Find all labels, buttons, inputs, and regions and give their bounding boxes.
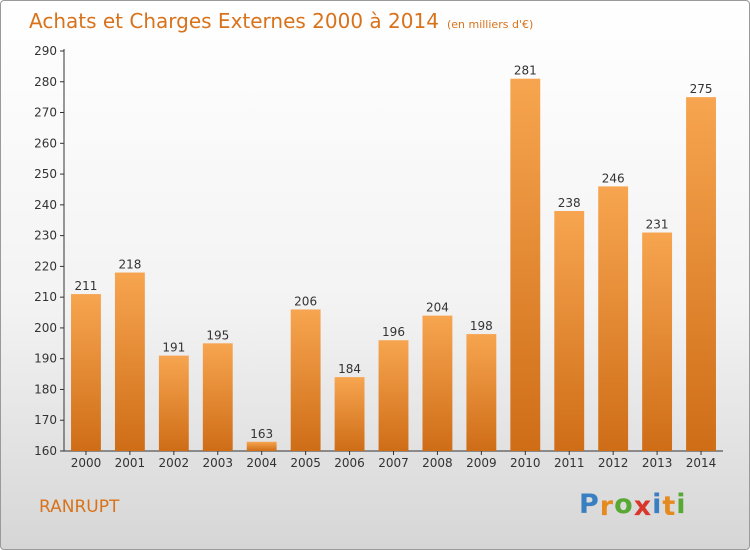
chart-title-text: Achats et Charges Externes 2000 à 2014 [29, 9, 439, 33]
logo-letter: i [676, 489, 687, 520]
data-label-2001: 218 [118, 258, 141, 272]
data-label-2008: 204 [426, 301, 449, 315]
chart-subtitle: (en milliers d'€) [446, 18, 534, 31]
bar-2010 [510, 78, 541, 451]
data-label-2006: 184 [338, 362, 361, 376]
bar-2008 [422, 315, 453, 451]
bar-2001 [114, 272, 145, 451]
y-tick-label: 210 [34, 290, 57, 304]
data-label-2000: 211 [75, 279, 98, 293]
data-label-2007: 196 [382, 325, 405, 339]
data-label-2004: 163 [250, 427, 273, 441]
y-tick-label: 230 [34, 229, 57, 243]
chart-labels: 211 2000 218 2001 191 2002 195 2003 163 2004 206 20… [71, 64, 717, 470]
bar-2004 [246, 441, 277, 451]
logo-letter: P [579, 489, 600, 520]
bar-2005 [290, 309, 321, 451]
bar-2003 [202, 343, 233, 451]
logo-letter: r [599, 491, 615, 522]
y-tick-label: 260 [34, 136, 57, 150]
data-label-2011: 238 [558, 196, 581, 210]
bar-2009 [466, 334, 497, 451]
bar-2013 [642, 232, 673, 451]
y-tick-label: 220 [34, 259, 57, 273]
x-tick-label-2006: 2006 [334, 456, 365, 470]
bar-2011 [554, 211, 585, 451]
logo-letter: i [652, 489, 663, 520]
data-label-2013: 231 [646, 218, 669, 232]
y-tick-label: 280 [34, 75, 57, 89]
y-tick-label: 180 [34, 382, 57, 396]
proxiti-logo[interactable]: Proxiti [579, 489, 687, 522]
y-tick-label: 200 [34, 321, 57, 335]
x-tick-label-2001: 2001 [115, 456, 146, 470]
x-tick-label-2007: 2007 [378, 456, 409, 470]
x-tick-label-2011: 2011 [554, 456, 585, 470]
bar-2007 [378, 340, 409, 451]
chart-axes: 160 170 180 190 200 210 220 230 240 250 260 270 280 2… [34, 44, 723, 458]
x-tick-label-2002: 2002 [159, 456, 190, 470]
data-label-2014: 275 [690, 82, 713, 96]
y-tick-label: 250 [34, 167, 57, 181]
x-tick-label-2008: 2008 [422, 456, 453, 470]
y-tick-label: 290 [34, 44, 57, 58]
bar-2014 [686, 97, 716, 452]
logo-letter: o [614, 489, 634, 520]
data-label-2010: 281 [514, 64, 537, 78]
data-label-2012: 246 [602, 171, 625, 185]
bar-2002 [158, 355, 189, 451]
bar-2000 [71, 294, 101, 451]
x-tick-label-2012: 2012 [598, 456, 629, 470]
data-label-2005: 206 [294, 294, 317, 308]
y-tick-label: 170 [34, 413, 57, 427]
bar-2012 [598, 186, 629, 451]
y-tick-label: 160 [34, 444, 57, 458]
data-label-2003: 195 [206, 328, 229, 342]
x-tick-label-2013: 2013 [642, 456, 673, 470]
x-tick-label-2010: 2010 [510, 456, 541, 470]
data-label-2009: 198 [470, 319, 493, 333]
x-tick-label-2005: 2005 [290, 456, 321, 470]
x-tick-label-2003: 2003 [202, 456, 233, 470]
bar-2006 [334, 377, 365, 451]
data-label-2002: 191 [162, 341, 185, 355]
x-tick-label-2004: 2004 [246, 456, 277, 470]
x-tick-label-2009: 2009 [466, 456, 497, 470]
town-name: RANRUPT [39, 497, 120, 517]
logo-letter: t [662, 491, 677, 522]
y-tick-label: 190 [34, 352, 57, 366]
y-tick-label: 270 [34, 106, 57, 120]
y-tick-label: 240 [34, 198, 57, 212]
x-tick-label-2000: 2000 [71, 456, 102, 470]
x-tick-label-2014: 2014 [686, 456, 717, 470]
chart-bars [71, 78, 716, 452]
chart-title: Achats et Charges Externes 2000 à 2014 (e… [29, 9, 533, 33]
logo-letter: x [633, 491, 653, 522]
